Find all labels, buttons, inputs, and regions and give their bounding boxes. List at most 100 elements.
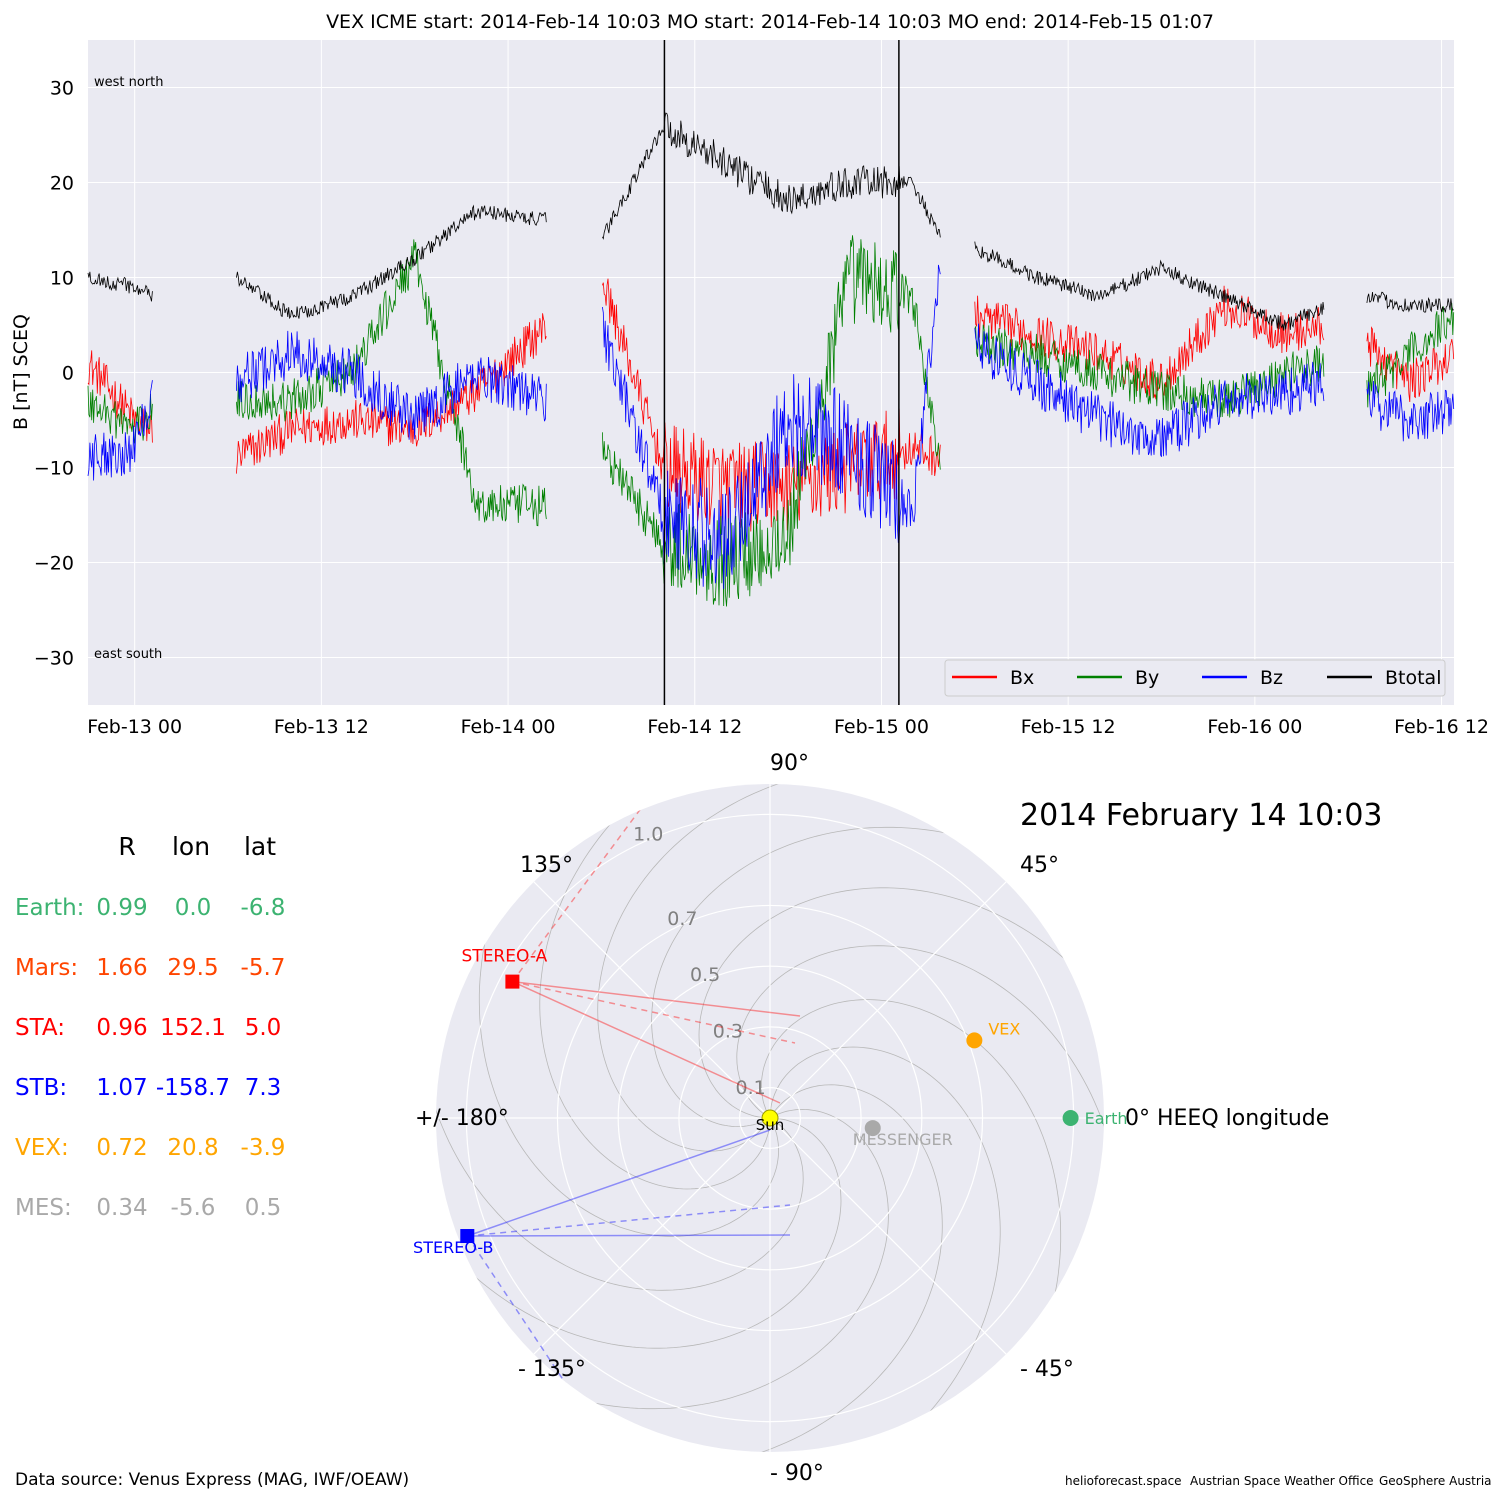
sun-marker — [761, 1109, 779, 1127]
x-tick-label: Feb-15 12 — [1021, 716, 1116, 738]
series-line-bx — [87, 278, 1455, 532]
x-tick-label: Feb-15 00 — [834, 716, 929, 738]
x-tick-label: Feb-13 00 — [87, 716, 182, 738]
table-cell: 5.0 — [245, 1015, 282, 1041]
polar-angle-labels: 0° HEEQ longitude 45° 90° 135° +/- 180° - 135… — [415, 751, 1329, 1486]
x-tick-label: Feb-16 12 — [1394, 716, 1489, 738]
radial-tick-label: 0.7 — [667, 908, 697, 930]
series-line-bz — [87, 264, 1455, 589]
legend-box — [944, 659, 1446, 697]
table-cell: 0.0 — [175, 895, 212, 921]
spiral-field-line — [589, 1084, 943, 1452]
table-header-lon: lon — [172, 832, 210, 861]
polar-content: 0.1 0.3 0.5 0.7 1.0 — [436, 784, 1104, 1452]
table-cell: VEX: — [15, 1135, 69, 1161]
table-cell: STA: — [15, 1015, 65, 1041]
spiral-field-line — [436, 1117, 842, 1349]
sta-fov-line — [512, 980, 796, 1044]
stb-fov-line — [467, 1234, 791, 1237]
table-cell: 152.1 — [160, 1015, 226, 1041]
table-cell: -6.8 — [241, 895, 286, 921]
table-cell: 20.8 — [167, 1135, 218, 1161]
spiral-field-line — [736, 945, 1104, 1299]
radial-tick-label: 0.1 — [736, 1077, 766, 1099]
angle-label: - 90° — [770, 1461, 824, 1486]
table-cell: -5.6 — [171, 1195, 216, 1221]
stereo-a-marker — [505, 974, 520, 989]
radial-tick-label: 0.3 — [713, 1021, 743, 1043]
y-tick-label: 0 — [62, 363, 74, 385]
sta-fov-line — [511, 784, 663, 983]
table-cell: MES: — [15, 1195, 72, 1221]
angle-label: - 135° — [518, 1357, 586, 1382]
series-bx — [87, 278, 1455, 532]
angular-gridline — [533, 1117, 771, 1355]
sta-fov-line — [512, 980, 781, 1104]
stereo-b-label: STEREO-B — [413, 1238, 493, 1257]
y-tick-label: 30 — [50, 78, 74, 100]
stereo-a-label: STEREO-A — [462, 947, 548, 967]
earth-label: Earth — [1085, 1109, 1128, 1128]
angle-label: 0° HEEQ longitude — [1125, 1106, 1329, 1131]
x-tick-label: Feb-16 00 — [1207, 716, 1302, 738]
angular-gridline — [533, 881, 771, 1119]
credit-geosphere-austria: GeoSphere Austria — [1379, 1474, 1492, 1488]
spiral-field-line — [539, 784, 771, 1190]
stereo-b-marker — [460, 1229, 475, 1244]
angle-label: - 45° — [1020, 1357, 1074, 1382]
x-tick-label: Feb-14 12 — [647, 716, 742, 738]
table-header-lat: lat — [244, 832, 276, 861]
series-bz — [87, 264, 1455, 589]
earth-marker — [1062, 1110, 1079, 1126]
annotation-east-south: east south — [94, 647, 162, 662]
vex-label: VEX — [988, 1019, 1020, 1038]
stb-fov-line — [467, 1129, 771, 1237]
legend-label-bz: Bz — [1260, 667, 1283, 689]
series-btotal — [87, 112, 1454, 331]
messenger-marker — [864, 1120, 881, 1137]
series-line-btotal — [87, 112, 1454, 331]
y-tick-label: −20 — [34, 553, 74, 575]
table-cell: 0.5 — [245, 1195, 282, 1221]
series-by — [87, 235, 1455, 607]
vex-marker — [966, 1032, 983, 1049]
legend-label-btotal: Btotal — [1385, 667, 1441, 689]
table-cell: 0.96 — [96, 1015, 147, 1041]
table-cell: 1.66 — [96, 955, 147, 981]
table-cell: 7.3 — [245, 1075, 282, 1101]
spiral-field-line — [769, 1046, 1001, 1452]
y-tick-labels: 30 20 10 0 −10 −20 −30 — [34, 78, 74, 670]
polar-title: 2014 February 14 10:03 — [1020, 798, 1383, 833]
sun-label: Sun — [756, 1116, 785, 1134]
spiral-field-line — [436, 937, 804, 1291]
table-cell: 1.07 — [96, 1075, 147, 1101]
angle-label: 90° — [770, 751, 809, 776]
legend-label-bx: Bx — [1010, 667, 1034, 689]
stb-fov-line — [466, 1235, 591, 1421]
legend-label-by: By — [1135, 667, 1159, 689]
credit-helioforecast: helioforecast.space — [1065, 1474, 1182, 1488]
y-tick-label: −30 — [34, 648, 74, 670]
table-cell: -3.9 — [241, 1135, 286, 1161]
angle-label: 45° — [1020, 853, 1059, 878]
series-line-by — [87, 235, 1455, 607]
spiral-field-line — [698, 887, 1104, 1119]
polar-panel: 0.1 0.3 0.5 0.7 1.0 0° HEEQ longitude 45° 90° 1… — [413, 751, 1383, 1486]
table-cell: 0.72 — [96, 1135, 147, 1161]
credit-austrian-space-weather-office: Austrian Space Weather Office — [1190, 1474, 1374, 1488]
table-cell: -158.7 — [156, 1075, 230, 1101]
radial-tick-label: 0.5 — [690, 964, 720, 986]
x-tick-label: Feb-13 12 — [274, 716, 369, 738]
y-tick-label: −10 — [34, 458, 74, 480]
timeseries-grid — [88, 40, 1454, 705]
table-cell: 29.5 — [167, 955, 218, 981]
messenger-label: MESSENGER — [853, 1130, 953, 1149]
event-boundary-lines — [663, 40, 900, 705]
y-tick-label: 20 — [50, 173, 74, 195]
timeseries-lines — [87, 112, 1455, 607]
angular-gridline — [769, 881, 1007, 1119]
